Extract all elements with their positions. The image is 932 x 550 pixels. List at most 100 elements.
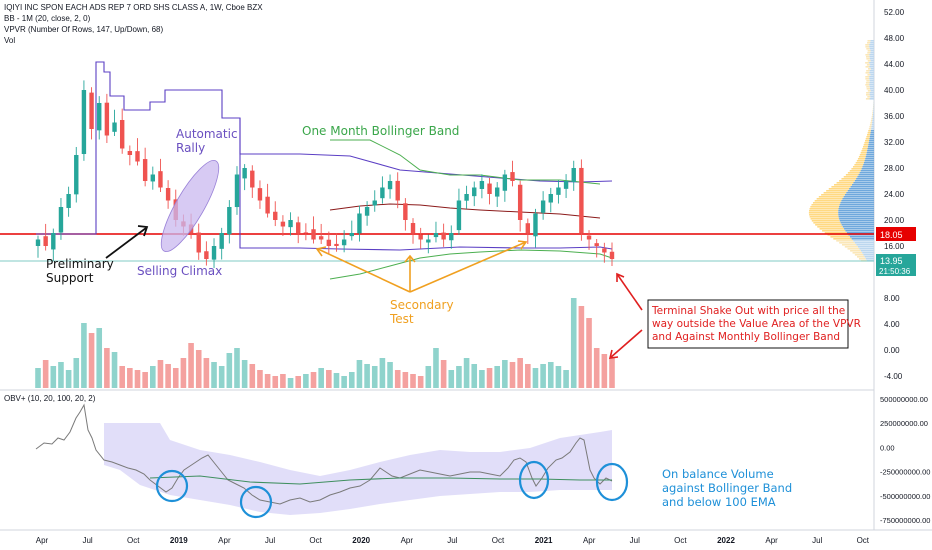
volume-bar [525, 364, 531, 388]
volume-bar [456, 366, 462, 388]
vpvr-row-up [850, 170, 861, 172]
vpvr-indicator-label[interactable]: VPVR (Number Of Rows, 147, Up/Down, 68) [4, 25, 163, 34]
volume-bar [43, 360, 49, 388]
vpvr-row-up [861, 150, 867, 152]
volume-bar [104, 348, 110, 388]
time-tick-label: 2019 [170, 536, 188, 545]
vpvr-row-up [866, 72, 870, 74]
volume-bar [471, 364, 477, 388]
time-tick-label: 2020 [352, 536, 370, 545]
vpvr-row-down [838, 210, 874, 212]
volume-bar [127, 368, 133, 388]
vpvr-row-up [809, 214, 838, 216]
price-tick-label: 8.00 [884, 294, 900, 303]
vpvr-row-down [858, 246, 874, 248]
vpvr-row-down [840, 220, 874, 222]
vpvr-row-down [864, 162, 874, 164]
vpvr-row-down [870, 86, 874, 88]
volume-bar [81, 323, 87, 388]
chart-title[interactable]: IQIYI INC SPON EACH ADS REP 7 ORD SHS CL… [4, 3, 263, 12]
volume-bar [510, 362, 516, 388]
volume-bar [219, 366, 225, 388]
time-tick-label: Jul [265, 536, 275, 545]
volume-bar [150, 366, 156, 388]
vpvr-row-down [870, 56, 874, 58]
vpvr-row-down [870, 64, 874, 66]
volume-bar [142, 372, 148, 388]
vpvr-row-up [815, 200, 842, 202]
vpvr-row-up [846, 174, 859, 176]
vpvr-row-up [866, 138, 870, 140]
vpvr-row-up [865, 78, 869, 80]
volume-bar [487, 368, 493, 388]
vpvr-row-down [872, 124, 874, 126]
vpvr-row-up [866, 70, 870, 72]
volume-bar [181, 358, 187, 388]
vpvr-row-up [872, 112, 873, 114]
vpvr-row-down [870, 80, 874, 82]
vol-indicator-label[interactable]: Vol [4, 36, 15, 45]
vpvr-row-up [865, 46, 869, 48]
vpvr-row-up [856, 162, 864, 164]
volume-bar [318, 368, 324, 388]
vpvr-row-down [844, 228, 874, 230]
volume-bar [211, 362, 217, 388]
vpvr-row-down [850, 236, 874, 238]
vpvr-row-down [869, 44, 874, 46]
obv-tick-label: -500000000.00 [880, 492, 930, 501]
vpvr-row-down [865, 256, 874, 258]
bb-indicator-label[interactable]: BB - 1M (20, close, 2, 0) [4, 14, 90, 23]
volume-bar [112, 352, 118, 388]
vpvr-row-up [839, 242, 855, 244]
vpvr-row-down [861, 250, 874, 252]
vpvr-row-down [870, 74, 874, 76]
vpvr-row-up [851, 168, 861, 170]
vpvr-row-up [867, 134, 870, 136]
vpvr-row-down [871, 90, 874, 92]
price-tick-label: 44.00 [884, 60, 905, 69]
vpvr-row-down [866, 156, 874, 158]
vpvr-row-up [824, 192, 847, 194]
vpvr-row-down [857, 176, 874, 178]
vpvr-row-up [868, 50, 871, 52]
volume-bar [395, 370, 401, 388]
volume-bar [204, 358, 210, 388]
vpvr-row-down [870, 136, 874, 138]
vpvr-row-up [810, 206, 839, 208]
volume-bar [311, 372, 317, 388]
time-tick-label: 2022 [717, 536, 735, 545]
vpvr-row-up [868, 68, 871, 70]
vpvr-row-down [846, 192, 874, 194]
vpvr-row-down [870, 48, 874, 50]
volume-bar [517, 358, 523, 388]
vpvr-row-up [845, 246, 858, 248]
vpvr-row-up [867, 88, 870, 90]
vpvr-row-up [817, 198, 843, 200]
vpvr-row-down [845, 230, 874, 232]
price-tick-label: 28.00 [884, 164, 905, 173]
vpvr-row-down [870, 42, 874, 44]
vpvr-row-down [852, 238, 874, 240]
vpvr-row-down [855, 180, 874, 182]
vpvr-row-up [859, 258, 866, 260]
time-tick-label: Oct [127, 536, 140, 545]
volume-bar [242, 360, 248, 388]
vpvr-row-up [812, 204, 840, 206]
volume-bar [188, 343, 194, 388]
support-price-badge-text: 18.05 [880, 230, 903, 240]
volume-bar [410, 374, 416, 388]
vpvr-row-up [867, 42, 870, 44]
vpvr-row-down [863, 164, 874, 166]
volume-bar [58, 362, 64, 388]
time-tick-label: Apr [765, 536, 778, 545]
obv-indicator-label[interactable]: OBV+ (10, 20, 100, 20, 2) [4, 394, 95, 403]
price-tick-label: 4.00 [884, 320, 900, 329]
vpvr-row-up [871, 118, 872, 120]
vpvr-row-down [873, 118, 874, 120]
vpvr-row-down [849, 188, 874, 190]
last-price-badge-text: 13.95 [880, 256, 903, 266]
vpvr-row-up [865, 44, 869, 46]
vpvr-row-down [870, 88, 874, 90]
vpvr-row-up [854, 164, 863, 166]
time-tick-label: Apr [218, 536, 231, 545]
